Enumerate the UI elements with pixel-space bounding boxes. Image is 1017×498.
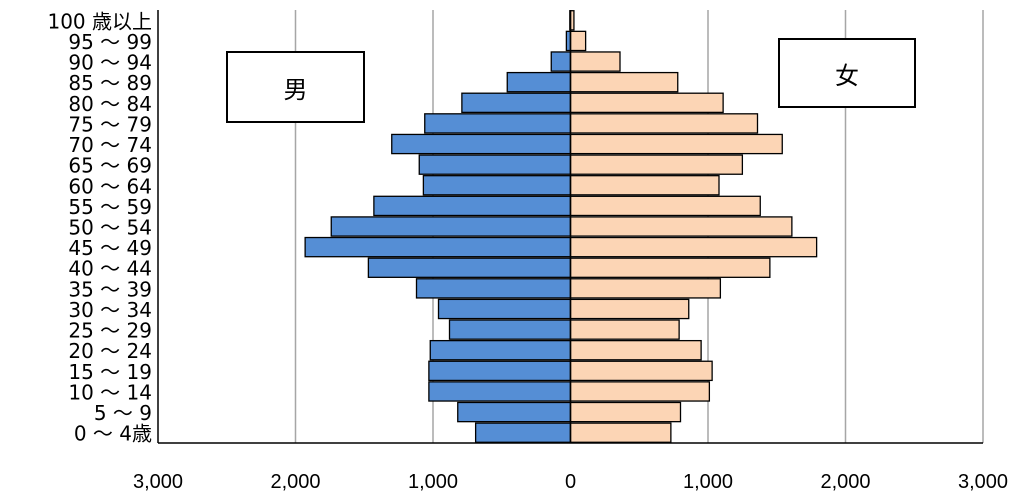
legend-female-label: 女 (835, 61, 859, 90)
x-tick-label: 3,000 (958, 471, 1008, 493)
y-tick-label: 15 ～ 19 (68, 360, 152, 384)
bar-female (569, 216, 793, 237)
bar-female (569, 71, 679, 93)
bar-female (569, 175, 720, 196)
bar-female (569, 92, 724, 114)
bar-male (422, 175, 572, 196)
x-tick-label: 3,000 (133, 471, 183, 493)
bar-female (569, 113, 759, 134)
bar-male (428, 360, 572, 382)
bar-female (569, 236, 818, 258)
bar-male (367, 257, 572, 278)
bar-female (569, 298, 690, 320)
y-tick-label: 20 ～ 24 (68, 339, 152, 363)
bars (304, 10, 818, 443)
y-tick-label: 70 ～ 74 (68, 133, 152, 157)
bar-male (474, 422, 572, 443)
y-tick-label: 90 ～ 94 (68, 51, 152, 75)
y-tick-label: 100 歳以上 (47, 9, 152, 33)
x-tick-label: 2,000 (820, 471, 870, 493)
bar-female (569, 51, 621, 72)
bar-female (569, 401, 682, 423)
y-tick-label: 65 ～ 69 (68, 154, 152, 178)
bar-female (569, 154, 744, 175)
bar-male (418, 154, 572, 175)
y-tick-label: 25 ～ 29 (68, 319, 152, 343)
bar-male (428, 381, 572, 402)
bar-female (569, 278, 722, 299)
bar-female (569, 319, 680, 340)
bar-female (569, 339, 702, 361)
bar-male (424, 113, 572, 134)
bar-female (569, 133, 783, 155)
legend-male-label: 男 (283, 75, 308, 104)
bar-male (457, 401, 572, 423)
bar-male (330, 216, 572, 237)
bar-female (569, 422, 672, 443)
axis (157, 10, 983, 444)
y-tick-label: 75 ～ 79 (68, 112, 152, 136)
bar-male (415, 278, 572, 299)
bar-male (391, 133, 572, 155)
y-tick-label: 10 ～ 14 (68, 380, 152, 404)
bar-female (569, 360, 713, 382)
legend-male: 男 (226, 51, 365, 123)
bar-female (569, 257, 771, 278)
y-tick-label: 35 ～ 39 (68, 277, 152, 301)
bar-female (569, 381, 711, 402)
bar-female (569, 195, 761, 217)
bar-male (506, 71, 572, 93)
x-axis-labels: 3,000 2,000 1,000 0 1,000 2,000 3,000 (133, 471, 1008, 493)
y-tick-label: 80 ～ 84 (68, 92, 152, 116)
y-tick-label: 0 ～ 4歳 (74, 422, 152, 446)
y-tick-label: 55 ～ 59 (68, 195, 152, 219)
y-tick-label: 5 ～ 9 (94, 401, 152, 425)
bar-male (429, 339, 572, 361)
bar-male (437, 298, 572, 320)
y-tick-label: 50 ～ 54 (68, 216, 152, 240)
y-tick-label: 85 ～ 89 (68, 71, 152, 95)
y-tick-label: 60 ～ 64 (68, 174, 152, 198)
y-tick-label: 45 ～ 49 (68, 236, 152, 260)
y-tick-label: 40 ～ 44 (68, 257, 152, 281)
legend-female: 女 (778, 38, 916, 108)
x-tick-label: 1,000 (408, 471, 458, 493)
x-tick-label: 2,000 (270, 471, 320, 493)
y-tick-label: 95 ～ 99 (68, 30, 152, 54)
y-tick-label: 30 ～ 34 (68, 298, 152, 322)
bar-male (461, 92, 572, 114)
bar-male (304, 236, 572, 258)
bar-male (550, 51, 572, 72)
bar-male (448, 319, 572, 340)
bar-female (569, 30, 587, 52)
x-tick-label: 0 (565, 471, 576, 493)
bar-male (373, 195, 572, 217)
x-tick-label: 1,000 (683, 471, 733, 493)
